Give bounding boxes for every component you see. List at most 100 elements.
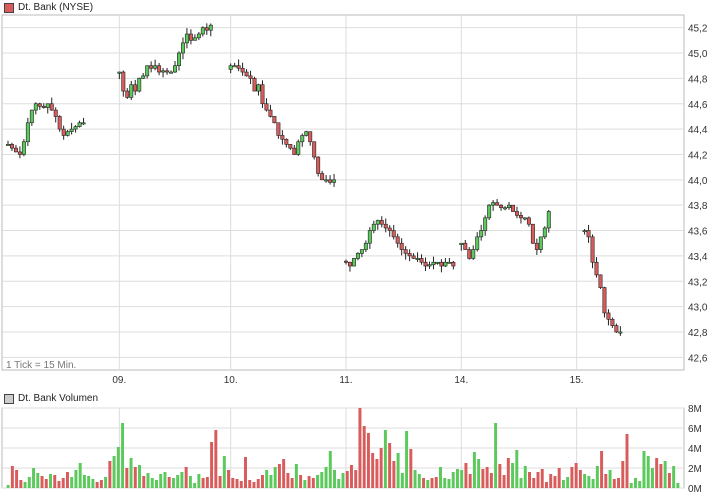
volume-bar (133, 467, 137, 488)
volume-bar (578, 470, 582, 488)
volume-bar (498, 464, 502, 488)
volume-bar (434, 477, 438, 488)
volume-bar (426, 480, 430, 488)
candle-body (17, 151, 22, 155)
volume-bar (447, 479, 451, 488)
price-y-tick-label: 43,4 (688, 252, 708, 263)
candle-body (435, 261, 440, 264)
volume-bar (188, 476, 192, 488)
candle-body (308, 131, 313, 143)
volume-bar (74, 470, 78, 488)
volume-bar (523, 466, 527, 488)
volume-bar (595, 466, 599, 488)
volume-bar (231, 478, 235, 488)
candle-body (196, 33, 201, 39)
volume-bar (205, 477, 209, 488)
volume-bar (646, 456, 650, 488)
volume-bar (629, 483, 633, 488)
volume-bar (561, 480, 565, 488)
volume-bar (248, 480, 252, 488)
volume-bar (587, 476, 591, 488)
volume-bar (468, 474, 472, 488)
volume-bar (528, 472, 531, 488)
candle-body (248, 75, 253, 79)
volume-bar (455, 469, 459, 488)
volume-bar (443, 478, 447, 488)
volume-bar (341, 473, 345, 488)
volume-bar (464, 463, 468, 488)
candle-body (479, 230, 484, 238)
volume-bar (536, 472, 540, 488)
candle-body (443, 261, 448, 267)
candle-body (467, 249, 472, 259)
volume-bar (210, 442, 214, 488)
candle-body (499, 204, 504, 209)
volume-bar (634, 478, 637, 488)
candle-body (451, 261, 456, 267)
candle-body (503, 207, 508, 210)
candle-body (312, 141, 317, 158)
candle-body (157, 65, 162, 73)
candle-body (141, 75, 146, 79)
candle-body (475, 236, 480, 250)
volume-bar (417, 474, 421, 488)
candle-body (606, 312, 611, 320)
volume-bar (57, 481, 61, 488)
volume-y-tick-label: 2M (688, 464, 702, 475)
volume-bar (612, 479, 616, 488)
candle-body (320, 173, 325, 181)
volume-bar (155, 480, 158, 488)
candle-body (304, 131, 309, 136)
volume-bar (583, 474, 587, 488)
candle-body (61, 128, 66, 136)
candle-body (590, 236, 595, 263)
candle-body (252, 78, 257, 92)
volume-bar (349, 465, 353, 488)
volume-bar (515, 450, 519, 488)
volume-bar (239, 481, 243, 488)
candle-body (375, 220, 380, 225)
price-plot-frame (1, 14, 685, 371)
volume-bar (621, 461, 625, 488)
volume-bar (171, 478, 175, 488)
volume-bar (78, 463, 82, 488)
candle-body (507, 204, 511, 209)
candle-body (69, 128, 74, 132)
candle-body (240, 67, 245, 73)
candle-body (515, 211, 519, 216)
volume-bar (112, 456, 116, 488)
volume-bar (519, 478, 523, 488)
volume-bar (146, 473, 150, 488)
volume-bar (477, 459, 481, 488)
x-tick-label: 15. (570, 375, 584, 386)
volume-bar (379, 448, 383, 488)
volume-bar (193, 483, 197, 488)
x-tick-label: 09. (112, 375, 126, 386)
volume-bar (320, 472, 324, 488)
volume-bar (36, 473, 40, 488)
candle-body (133, 84, 138, 92)
volume-bar (201, 478, 205, 488)
price-y-tick-label: 42,8 (688, 328, 708, 339)
candle-body (129, 84, 134, 98)
volume-bar (108, 461, 112, 488)
price-panel: 45,2 45,0 44,8 44,6 44,4 44,2 44,0 43,8 43,6 43,4… (1, 14, 708, 386)
volume-bar (532, 478, 536, 488)
volume-bar (511, 463, 515, 488)
candle-body (586, 230, 591, 238)
volume-bar (265, 470, 269, 488)
volume-bar (214, 430, 218, 488)
volume-y-tick-label: 4M (688, 444, 702, 455)
volume-bar (345, 471, 349, 488)
candle-body (169, 71, 173, 74)
candle-body (268, 109, 273, 117)
volume-bar (494, 423, 498, 488)
volume-bar (574, 463, 578, 488)
candle-body (351, 258, 356, 267)
volume-bar (553, 476, 557, 488)
volume-bar (413, 470, 417, 488)
volume-bar (244, 457, 247, 488)
volume-bar (570, 467, 574, 488)
volume-bar (125, 468, 129, 488)
